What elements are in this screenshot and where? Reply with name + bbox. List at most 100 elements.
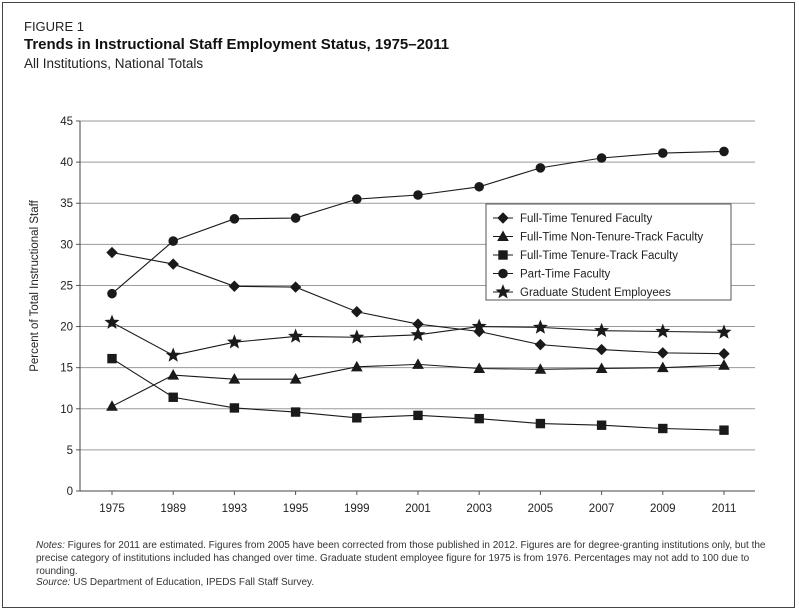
legend-marker-circle <box>498 268 508 279</box>
source-lead: Source: <box>36 577 71 588</box>
y-tick-label: 30 <box>60 239 73 251</box>
data-point-triangle <box>289 373 302 384</box>
data-point-square <box>168 392 178 402</box>
data-point-square <box>719 425 729 435</box>
data-point-star <box>716 324 732 339</box>
legend-label: Graduate Student Employees <box>520 287 671 299</box>
data-point-triangle <box>656 361 669 373</box>
data-point-diamond <box>595 343 608 356</box>
data-point-star <box>288 328 304 343</box>
data-point-square <box>290 407 301 417</box>
y-tick-label: 15 <box>60 363 73 375</box>
data-point-square <box>535 418 546 429</box>
axis-layer: 0 5 10 15 20 25 30 35 40 45 1975 1989 1993 1995 1999 20… <box>60 116 755 515</box>
data-point-square <box>229 403 240 413</box>
data-point-star <box>594 322 610 338</box>
data-point-triangle <box>718 359 730 370</box>
data-point-square <box>352 413 362 423</box>
series-triangle <box>106 358 730 411</box>
data-point-star <box>104 314 120 329</box>
series-star <box>104 314 732 362</box>
data-point-star <box>226 334 242 349</box>
figure-source: Source: US Department of Education, IPED… <box>36 577 314 588</box>
x-tick-label: 2001 <box>405 503 431 515</box>
x-tick-label: 1989 <box>160 503 186 515</box>
legend-marker-triangle <box>497 230 509 241</box>
x-tick-label: 2007 <box>589 503 615 515</box>
data-point-star <box>655 323 671 338</box>
figure-subtitle: All Institutions, National Totals <box>24 56 204 71</box>
series-square <box>107 353 729 435</box>
data-point-diamond <box>167 258 179 270</box>
legend: Full-Time Tenured Faculty Full-Time Non-T… <box>485 203 732 301</box>
data-point-circle <box>474 181 485 192</box>
y-tick-label: 35 <box>60 198 73 210</box>
y-tick-label: 0 <box>67 486 73 498</box>
series-line <box>111 363 725 407</box>
legend-marker-diamond <box>497 212 509 224</box>
data-point-triangle <box>412 358 424 369</box>
data-point-circle <box>719 146 729 157</box>
data-point-square <box>658 423 668 434</box>
y-tick-label: 45 <box>60 116 73 128</box>
data-point-triangle <box>228 373 241 384</box>
x-tick-label: 2009 <box>650 503 676 515</box>
data-point-circle <box>413 190 423 200</box>
data-point-diamond <box>657 347 669 359</box>
data-point-circle <box>290 213 301 223</box>
x-tick-label: 1995 <box>283 503 309 515</box>
data-point-star <box>165 347 181 362</box>
data-point-star <box>471 318 487 333</box>
data-point-circle <box>352 194 362 204</box>
data-point-circle <box>168 236 178 246</box>
x-tick-label: 2005 <box>528 503 554 515</box>
figure-title: Trends in Instructional Staff Employment… <box>24 36 450 53</box>
y-tick-label: 20 <box>60 322 73 334</box>
data-point-star <box>410 326 426 342</box>
data-point-diamond <box>351 306 363 318</box>
x-tick-label: 2011 <box>712 503 737 515</box>
data-point-square <box>474 413 484 424</box>
data-point-star <box>532 319 548 334</box>
data-point-diamond <box>718 347 730 360</box>
series-circle <box>107 146 729 299</box>
data-point-triangle <box>350 360 363 372</box>
y-tick-label: 10 <box>60 404 73 416</box>
figure-notes: Notes: Figures for 2011 are estimated. F… <box>36 539 766 578</box>
data-point-square <box>413 410 423 421</box>
x-tick-label: 1975 <box>99 503 125 515</box>
data-point-diamond <box>228 280 241 292</box>
series-layer <box>104 146 732 435</box>
y-tick-label: 25 <box>60 280 73 292</box>
data-point-triangle <box>473 362 486 373</box>
legend-label: Full-Time Tenure-Track Faculty <box>520 250 678 262</box>
legend-label: Part-Time Faculty <box>520 269 611 281</box>
data-point-circle <box>107 288 117 299</box>
data-point-triangle <box>106 400 118 411</box>
data-point-circle <box>535 163 546 173</box>
x-tick-label: 2003 <box>466 503 492 515</box>
data-point-diamond <box>289 281 302 293</box>
x-tick-label: 1993 <box>222 503 248 515</box>
legend-box <box>485 203 732 301</box>
y-tick-label: 5 <box>67 445 73 457</box>
legend-marker-star <box>495 284 511 299</box>
legend-label: Full-Time Tenured Faculty <box>520 213 653 225</box>
notes-text: Figures for 2011 are estimated. Figures … <box>36 540 766 577</box>
data-point-triangle <box>534 363 547 374</box>
legend-label: Full-Time Non-Tenure-Track Faculty <box>520 232 703 244</box>
figure-label: FIGURE 1 <box>24 19 84 34</box>
data-point-square <box>107 353 117 364</box>
legend-marker-square <box>498 250 508 260</box>
x-tick-label: 1999 <box>344 503 370 515</box>
data-point-circle <box>658 148 668 158</box>
data-point-diamond <box>106 246 118 259</box>
data-point-triangle <box>167 369 180 380</box>
data-point-diamond <box>534 338 547 351</box>
source-text: US Department of Education, IPEDS Fall S… <box>70 577 315 588</box>
line-chart: 0 5 10 15 20 25 30 35 40 45 1975 1989 1993 1995 1999 20… <box>29 116 755 515</box>
y-axis-title: Percent of Total Instructional Staff <box>29 199 41 371</box>
data-point-circle <box>596 153 607 163</box>
data-point-square <box>596 420 607 430</box>
